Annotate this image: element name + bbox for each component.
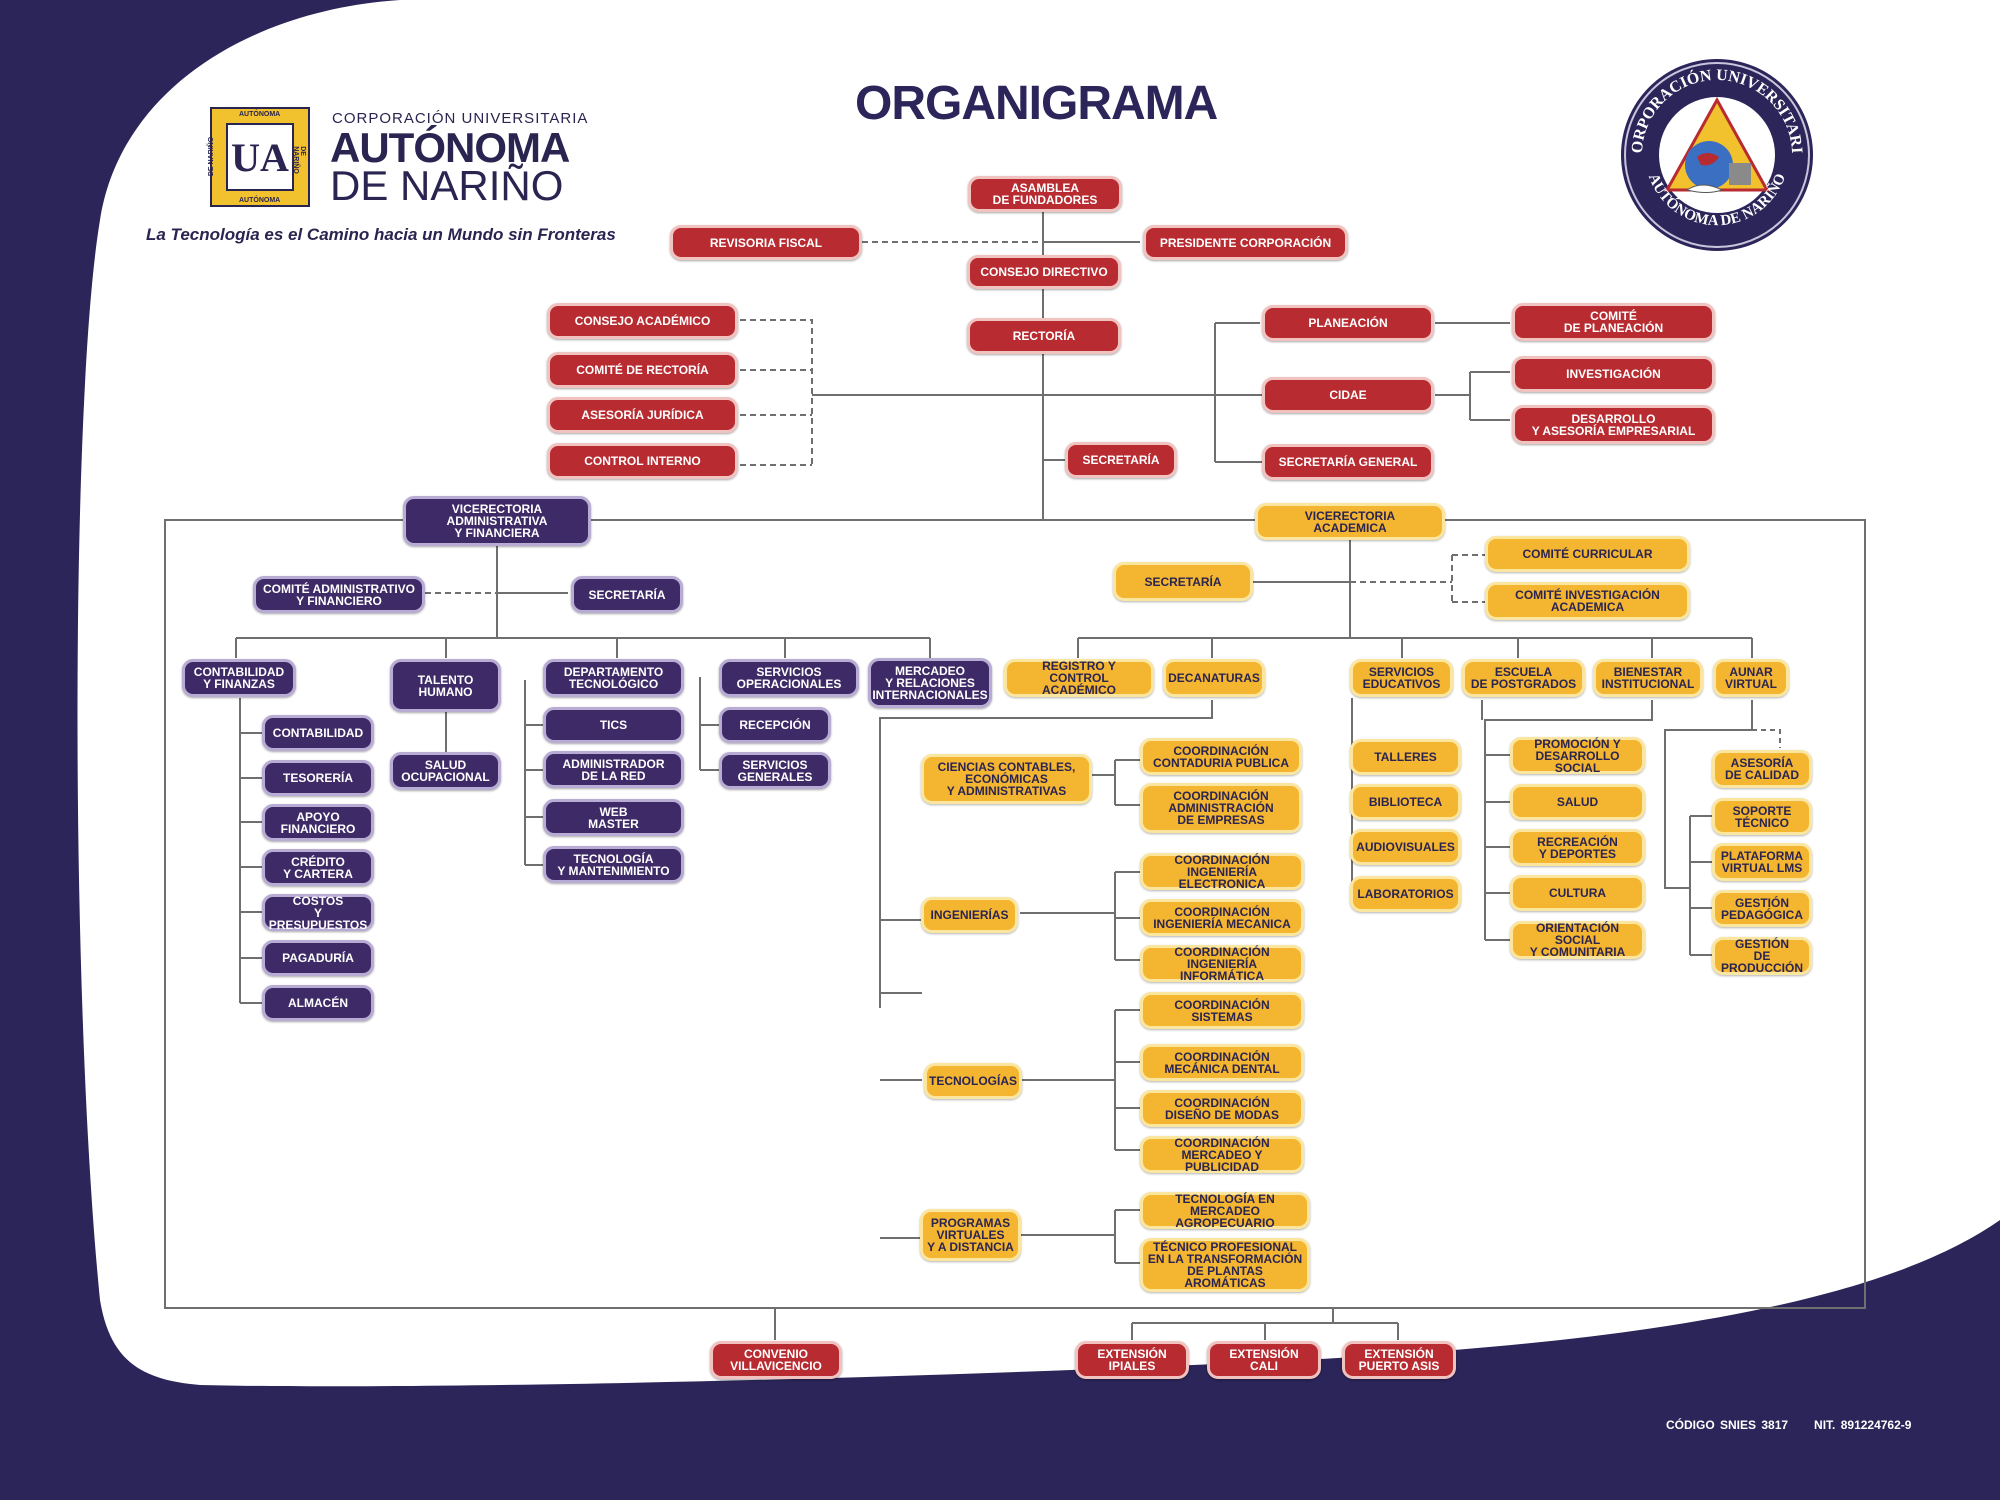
node-apoyo-financiero: APOYO FINANCIERO — [262, 804, 374, 841]
node-comite-curricular: COMITÉ CURRICULAR — [1485, 536, 1690, 572]
node-gestion-pedagogica: GESTIÓN PEDAGÓGICA — [1712, 890, 1812, 927]
slogan: La Tecnología es el Camino hacia un Mund… — [146, 225, 616, 244]
node-bienestar-institucional: BIENESTAR INSTITUCIONAL — [1593, 659, 1703, 697]
brand-line-1: CORPORACIÓN UNIVERSITARIA — [332, 110, 589, 127]
node-escuela-postgrados: ESCUELA DE POSTGRADOS — [1462, 659, 1585, 697]
node-extension-puerto-asis: EXTENSIÓN PUERTO ASIS — [1342, 1341, 1456, 1379]
node-servicios-operacionales: SERVICIOS OPERACIONALES — [719, 659, 859, 697]
node-convenio-villavicencio: CONVENIO VILLAVICENCIO — [710, 1341, 842, 1379]
node-servicios-generales: SERVICIOS GENERALES — [719, 752, 831, 789]
node-promocion-desarrollo: PROMOCIÓN Y DESARROLLO SOCIAL — [1510, 737, 1645, 774]
node-tec-plantas: TÉCNICO PROFESIONAL EN LA TRANSFORMACIÓN… — [1140, 1238, 1310, 1292]
node-revisoria: REVISORIA FISCAL — [670, 225, 862, 260]
node-laboratorios: LABORATORIOS — [1350, 876, 1461, 912]
node-secretaria-adm: SECRETARÍA — [571, 576, 683, 613]
logo-ring-bottom: AUTÓNOMA — [239, 197, 281, 204]
node-planeacion: PLANEACIÓN — [1262, 305, 1434, 341]
node-salud-ocupacional: SALUD OCUPACIONAL — [390, 752, 501, 790]
node-plataforma-lms: PLATAFORMA VIRTUAL LMS — [1712, 843, 1812, 881]
node-secretaria-general: SECRETARÍA GENERAL — [1262, 444, 1434, 480]
node-servicios-educativos: SERVICIOS EDUCATIVOS — [1350, 659, 1453, 697]
node-talleres: TALLERES — [1350, 739, 1461, 775]
node-coord-mercadeo-publicidad: COORDINACIÓN MERCADEO Y PUBLICIDAD — [1140, 1136, 1304, 1173]
node-orientacion-social: ORIENTACIÓN SOCIAL Y COMUNITARIA — [1510, 921, 1645, 959]
node-salud: SALUD — [1510, 784, 1645, 820]
node-aunar-virtual: AUNAR VIRTUAL — [1713, 659, 1789, 697]
node-consejo-directivo: CONSEJO DIRECTIVO — [967, 255, 1121, 289]
node-biblioteca: BIBLIOTECA — [1350, 784, 1461, 820]
node-asesoria-calidad: ASESORÍA DE CALIDAD — [1712, 750, 1812, 788]
node-decanaturas: DECANATURAS — [1163, 659, 1265, 697]
node-cultura: CULTURA — [1510, 875, 1645, 911]
node-cidae: CIDAE — [1262, 377, 1434, 413]
node-investigacion: INVESTIGACIÓN — [1512, 356, 1715, 392]
node-costos-presupuestos: COSTOS Y PRESUPUESTOS — [262, 894, 374, 931]
node-tecnologias: TECNOLOGÍAS — [924, 1063, 1022, 1099]
university-seal: CORPORACIÓN UNIVERSITARIA AUTÓNOMA DE NA… — [1617, 55, 1813, 251]
footer-nit: NIT. 891224762-9 — [1814, 1418, 1912, 1432]
node-consejo-academico: CONSEJO ACADÉMICO — [547, 303, 738, 339]
node-almacen: ALMACÉN — [262, 985, 374, 1021]
node-admin-red: ADMINISTRADOR DE LA RED — [543, 751, 684, 788]
node-comite-investigacion: COMITÉ INVESTIGACIÓN ACADEMICA — [1485, 582, 1690, 620]
node-programas-virtuales: PROGRAMAS VIRTUALES Y A DISTANCIA — [920, 1209, 1021, 1261]
node-mercadeo-relaciones: MERCADEO Y RELACIONES INTERNACIONALES — [868, 658, 992, 708]
logo-ring-top: AUTÓNOMA — [239, 111, 281, 118]
node-tecnologia-mantenimiento: TECNOLOGÍA Y MANTENIMIENTO — [543, 846, 684, 883]
node-vicerrectoria-adm: VICERECTORIA ADMINISTRATIVA Y FINANCIERA — [403, 496, 591, 546]
footer: CÓDIGO SNIES 3817 NIT. 891224762-9 — [1666, 1418, 1911, 1432]
node-coord-electronica: COORDINACIÓN INGENIERÍA ELECTRONICA — [1140, 853, 1304, 890]
university-logo: AUTÓNOMA AUTÓNOMA DE NARIÑO DE NARIÑO UA — [208, 107, 310, 207]
node-recreacion-deportes: RECREACIÓN Y DEPORTES — [1510, 829, 1645, 866]
node-depto-tecnologico: DEPARTAMENTO TECNOLÓGICO — [543, 659, 684, 697]
node-talento-humano: TALENTO HUMANO — [390, 659, 501, 712]
node-secretaria-rectoria: SECRETARÍA — [1065, 442, 1177, 478]
node-comite-adm: COMITÉ ADMINISTRATIVO Y FINANCIERO — [253, 576, 425, 613]
node-coord-sistemas: COORDINACIÓN SISTEMAS — [1140, 992, 1304, 1029]
node-extension-cali: EXTENSIÓN CALI — [1207, 1341, 1321, 1379]
node-comite-planeacion: COMITÉ DE PLANEACIÓN — [1512, 303, 1715, 341]
node-coord-contaduria: COORDINACIÓN CONTADURIA PUBLICA — [1140, 738, 1302, 775]
node-ciencias-contables: CIENCIAS CONTABLES, ECONÓMICAS Y ADMINIS… — [921, 754, 1092, 804]
node-extension-ipiales: EXTENSIÓN IPIALES — [1075, 1341, 1189, 1379]
node-audiovisuales: AUDIOVISUALES — [1350, 829, 1461, 865]
node-pagaduria: PAGADURÍA — [262, 940, 374, 976]
node-tics: TICS — [543, 707, 684, 743]
node-coord-mecanica-dental: COORDINACIÓN MECÁNICA DENTAL — [1140, 1044, 1304, 1081]
node-coord-informatica: COORDINACIÓN INGENIERÍA INFORMÁTICA — [1140, 945, 1304, 982]
node-coord-disenio-modas: COORDINACIÓN DISEÑO DE MODAS — [1140, 1090, 1304, 1127]
page-title: ORGANIGRAMA — [855, 77, 1218, 130]
node-coord-administracion: COORDINACIÓN ADMINISTRACIÓN DE EMPRESAS — [1140, 783, 1302, 833]
brand-line-2: AUTÓNOMA — [330, 124, 570, 171]
node-credito-cartera: CRÉDITO Y CARTERA — [262, 849, 374, 886]
footer-snies: CÓDIGO SNIES 3817 — [1666, 1418, 1789, 1432]
logo-mark: UA — [226, 123, 294, 191]
node-asesoria-juridica: ASESORÍA JURÍDICA — [547, 397, 738, 433]
node-presidente: PRESIDENTE CORPORACIÓN — [1143, 225, 1348, 260]
node-tesoreria: TESORERÍA — [262, 760, 374, 796]
node-tec-agropecuario: TECNOLOGÍA EN MERCADEO AGROPECUARIO — [1140, 1192, 1310, 1229]
node-contabilidad-finanzas: CONTABILIDAD Y FINANZAS — [182, 659, 296, 697]
logo-ring-left: DE NARIÑO — [208, 136, 216, 177]
node-rectoria: RECTORÍA — [967, 318, 1121, 354]
node-ingenierias: INGENIERÍAS — [921, 897, 1018, 933]
node-recepcion: RECEPCIÓN — [719, 707, 831, 743]
node-soporte-tecnico: SOPORTE TÉCNICO — [1712, 798, 1812, 835]
node-desarrollo: DESARROLLO Y ASESORÍA EMPRESARIAL — [1512, 405, 1715, 444]
node-asamblea: ASAMBLEA DE FUNDADORES — [968, 176, 1122, 212]
node-gestion-produccion: GESTIÓN DE PRODUCCIÓN — [1712, 937, 1812, 975]
node-coord-mecanica: COORDINACIÓN INGENIERÍA MECANICA — [1140, 899, 1304, 936]
node-registro-control: REGISTRO Y CONTROL ACADÉMICO — [1004, 659, 1154, 697]
node-vicerrectoria-acad: VICERECTORIA ACADEMICA — [1255, 503, 1445, 540]
brand-line-3: DE NARIÑO — [330, 162, 564, 209]
node-secretaria-acad: SECRETARÍA — [1113, 562, 1253, 601]
node-webmaster: WEB MASTER — [543, 799, 684, 836]
node-contabilidad: CONTABILIDAD — [262, 715, 374, 751]
node-control-interno: CONTROL INTERNO — [547, 443, 738, 479]
node-comite-rectoria: COMITÉ DE RECTORÍA — [547, 352, 738, 388]
